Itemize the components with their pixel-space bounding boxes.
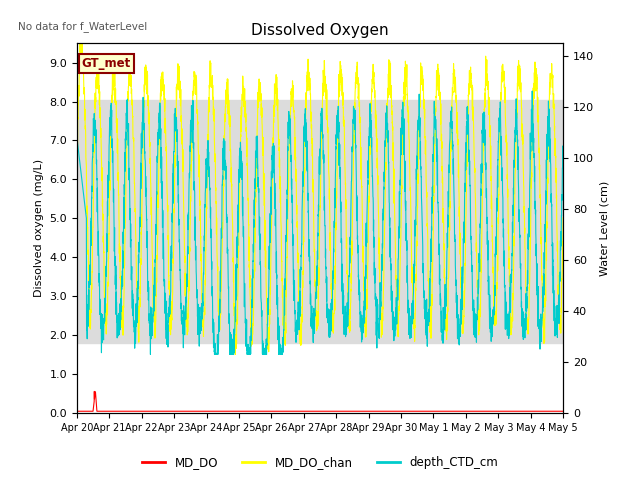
Legend: MD_DO, MD_DO_chan, depth_CTD_cm: MD_DO, MD_DO_chan, depth_CTD_cm (137, 452, 503, 474)
Bar (77, 100, 563, 343)
Y-axis label: Water Level (cm): Water Level (cm) (600, 180, 610, 276)
Text: No data for f_WaterLevel: No data for f_WaterLevel (19, 21, 148, 32)
Text: GT_met: GT_met (82, 57, 131, 70)
Title: Dissolved Oxygen: Dissolved Oxygen (251, 23, 389, 38)
Y-axis label: Dissolved oxygen (mg/L): Dissolved oxygen (mg/L) (34, 159, 44, 297)
